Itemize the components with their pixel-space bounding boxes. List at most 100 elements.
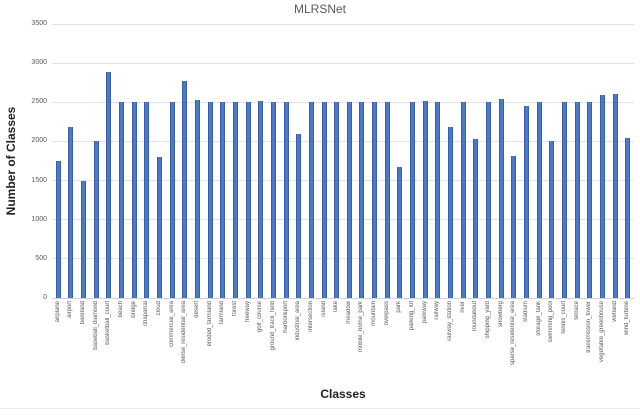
bar [460,102,466,298]
bar [283,102,289,298]
plot-area [52,23,634,299]
bar [144,102,150,298]
bar [169,102,175,298]
gridline [52,23,634,25]
bar [473,139,479,298]
x-category-label: swimming_pool [548,301,555,343]
x-category-label: mobile_home_park [358,301,365,353]
gridline [52,180,634,182]
x-axis-line [52,297,634,299]
bar [435,102,441,298]
bar [220,102,226,298]
x-category-label: industrial_area [295,301,302,341]
x-category-label: chaparral [143,301,150,327]
bar [55,161,61,298]
x-category-label: basketball_court [105,301,112,345]
x-category-label: forest [231,301,238,317]
x-category-label: mountain [371,301,378,326]
bar [81,180,87,298]
y-tick-label: 0 [43,294,47,301]
x-category-label: ground_track_field [269,301,276,351]
bar [612,93,618,298]
bar [625,137,631,298]
x-category-label: shipping_yard [485,301,491,339]
bar [131,102,137,298]
x-category-label: beach [118,301,125,318]
x-category-label: cloud [156,301,163,316]
x-category-label: bareland [80,301,87,325]
x-category-label: harbor&port [282,301,289,333]
x-category-label: parkway [421,301,428,324]
bar [359,102,365,298]
x-category-label: golf_course [257,301,264,333]
page-bottom-divider [0,408,640,409]
x-category-label: farmland [219,301,226,325]
bar [270,102,276,298]
bar [498,99,504,298]
bar [346,102,352,298]
x-category-label: wind_turbine [624,301,631,336]
x-axis-title: Classes [320,387,366,401]
bar [195,99,200,298]
bar [384,102,390,298]
y-tick-label: 2500 [31,98,47,106]
x-category-label: dense_residential_area [181,301,188,364]
gridline [52,101,634,103]
x-category-label: lake [333,301,340,313]
bar [574,102,580,298]
bar [106,71,112,298]
bar [561,102,567,298]
bar [308,102,314,298]
bar [448,127,454,298]
bar [93,141,99,298]
y-tick-label: 1500 [31,176,47,184]
y-tick-label: 3500 [31,20,47,27]
bar [511,155,517,298]
bar [321,102,327,298]
bar [587,102,593,298]
x-category-label: desert [194,301,200,318]
bar [486,102,491,298]
x-category-label: river [459,301,466,313]
bar [334,102,340,298]
y-tick-label: 500 [35,254,47,262]
bar [523,106,529,298]
y-tick-label: 2000 [31,137,47,145]
x-category-label: airport [67,301,74,319]
x-category-label: tennis_court [560,301,567,334]
bar [68,127,74,298]
bar [422,100,428,298]
bar [536,102,542,298]
x-category-label: stadium [522,301,529,323]
gridline [52,219,634,221]
x-category-label: park [396,301,403,313]
gridline [52,62,634,64]
x-category-label: transmission_tower [586,301,593,353]
x-category-label: freeway [244,301,251,323]
x-category-label: overpass [383,301,390,326]
x-category-label: snowberg [497,301,504,328]
gridline [52,258,634,260]
x-category-label: terrace [573,301,580,320]
y-tick-label: 1000 [31,215,47,223]
bar [245,102,251,298]
y-tick-label: 3000 [31,59,47,67]
x-category-label: railway_station [447,301,454,341]
bar [182,81,188,298]
bar [207,102,213,298]
bar [119,102,125,298]
x-category-label: sparse_residential_area [510,301,517,366]
x-category-label: island [320,301,327,317]
x-category-label: storage_tank [535,301,542,336]
bar [410,102,416,298]
x-category-label: baseball_diamond [92,301,99,350]
x-category-label: parking_lot [409,301,416,331]
x-category-label: wetland [611,301,618,322]
chart-title: MLRSNet [293,2,346,16]
bar [157,157,163,298]
bar [397,166,403,298]
x-category-label: airplane [54,301,61,323]
x-category-label: eroded_farmland [206,301,213,347]
x-category-label: commercial_area [168,301,175,348]
